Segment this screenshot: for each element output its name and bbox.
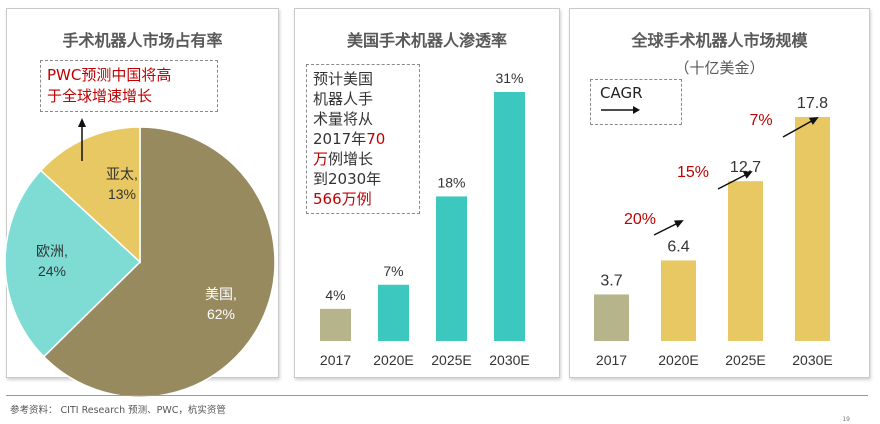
us-note-line: 到2030年 bbox=[313, 169, 413, 189]
market-share-title: 手术机器人市场占有率 bbox=[62, 31, 223, 50]
bar-value-label: 4% bbox=[325, 287, 345, 303]
market-share-pie-chart: 美国, 62% 欧洲, 24% 亚太, 13% bbox=[4, 118, 276, 398]
bar-value-label: 3.7 bbox=[600, 272, 622, 289]
pie-slice bbox=[39, 126, 141, 264]
us-note-text: 预计美国 bbox=[313, 70, 374, 88]
us-note-line: 机器人手 bbox=[313, 89, 413, 109]
global-market-panel: 全球手术机器人市场规模 （十亿美金） 3.7 2017 6.4 2020E 12.7 20… bbox=[569, 8, 870, 378]
x-tick-label: 2020E bbox=[658, 352, 698, 368]
us-penetration-panel: 美国手术机器人渗透率 4% 2017 7% 2020E 18% 2025E 31% 2030E… bbox=[294, 8, 560, 378]
cagr-legend-arrow-icon bbox=[601, 106, 640, 114]
us-note-highlight: 70 bbox=[366, 130, 386, 148]
us-penetration-bar-chart: 4% 2017 7% 2020E 18% 2025E 31% 2030E bbox=[320, 70, 530, 368]
us-surgery-volume-note: 预计美国 机器人手 术量将从 2017年70 万例增长 到2030年 566万例 bbox=[306, 64, 420, 214]
cagr-growth-label: 7% bbox=[749, 112, 772, 129]
china-growth-arrow-head bbox=[78, 118, 86, 127]
bar-value-label: 12.7 bbox=[730, 159, 761, 176]
bar bbox=[795, 117, 830, 341]
cagr-growth-label: 15% bbox=[677, 164, 709, 181]
us-note-line: 2017年70 bbox=[313, 129, 413, 149]
x-tick-label: 2030E bbox=[489, 352, 529, 368]
us-note-highlight: 566万例 bbox=[313, 190, 372, 208]
pie-slice-label: 美国, bbox=[205, 286, 237, 302]
market-share-panel: 手术机器人市场占有率 美国, 62% 欧洲, 24% 亚太, 13% PWC预测中国将高 … bbox=[4, 8, 279, 398]
x-tick-label: 2017 bbox=[320, 352, 351, 368]
bar-value-label: 6.4 bbox=[667, 238, 689, 255]
x-tick-label: 2017 bbox=[596, 352, 627, 368]
us-note-text: 例增长 bbox=[328, 150, 374, 168]
x-tick-label: 2025E bbox=[725, 352, 765, 368]
cagr-growth-arrow-head bbox=[808, 117, 819, 125]
x-tick-label: 2025E bbox=[431, 352, 471, 368]
bar-value-label: 18% bbox=[437, 174, 465, 190]
us-note-line: 566万例 bbox=[313, 189, 413, 209]
china-growth-note: PWC预测中国将高 于全球增速增长 bbox=[40, 60, 218, 112]
pie-slice bbox=[42, 126, 276, 398]
bar bbox=[494, 92, 525, 341]
bar-value-label: 7% bbox=[383, 263, 403, 279]
global-market-bar-chart: 3.7 2017 6.4 2020E 12.7 2025E 17.8 2030E 20% 15% 7… bbox=[594, 95, 833, 368]
pie-slice-value-label: 13% bbox=[108, 186, 136, 202]
us-penetration-title: 美国手术机器人渗透率 bbox=[346, 31, 507, 50]
bar bbox=[661, 260, 696, 341]
x-tick-label: 2030E bbox=[792, 352, 832, 368]
page-number: 19 bbox=[842, 416, 850, 423]
cagr-growth-arrow-head bbox=[742, 171, 753, 179]
us-note-line: 万例增长 bbox=[313, 149, 413, 169]
us-note-text: 2017年 bbox=[313, 130, 367, 148]
cagr-growth-arrow-head bbox=[673, 220, 684, 228]
cagr-legend-box: CAGR bbox=[590, 79, 682, 125]
global-market-title: 全球手术机器人市场规模 bbox=[631, 31, 808, 50]
china-growth-note-line-2: 于全球增速增长 bbox=[47, 87, 153, 105]
pie-slice-value-label: 62% bbox=[207, 306, 235, 322]
x-tick-label: 2020E bbox=[373, 352, 413, 368]
bar bbox=[320, 308, 351, 341]
us-note-line: 术量将从 bbox=[313, 109, 413, 129]
pie-slice-value-label: 24% bbox=[38, 263, 66, 279]
global-market-unit-subtitle: （十亿美金） bbox=[674, 59, 765, 77]
bar bbox=[378, 284, 409, 341]
bar bbox=[594, 294, 629, 341]
bar-value-label: 17.8 bbox=[797, 95, 828, 112]
us-note-text: 机器人手 bbox=[313, 90, 374, 108]
bar bbox=[728, 181, 763, 341]
pie-slice-label: 亚太, bbox=[106, 166, 138, 182]
pie-slice-label: 欧洲, bbox=[36, 243, 68, 259]
pie-slice bbox=[4, 169, 142, 358]
footer-divider bbox=[6, 395, 868, 396]
china-growth-note-line-1: PWC预测中国将高 bbox=[47, 66, 172, 84]
cagr-legend-label: CAGR bbox=[600, 84, 643, 102]
us-note-highlight: 万 bbox=[313, 150, 329, 168]
us-note-text: 到2030年 bbox=[313, 170, 382, 188]
us-note-line: 预计美国 bbox=[313, 69, 413, 89]
footer-source: 参考资料： CITI Research 预测、PWC，杭实资管 bbox=[10, 405, 226, 416]
bar-value-label: 31% bbox=[495, 70, 523, 86]
us-note-text: 术量将从 bbox=[313, 110, 374, 128]
bar bbox=[436, 196, 467, 341]
cagr-growth-label: 20% bbox=[624, 211, 656, 228]
